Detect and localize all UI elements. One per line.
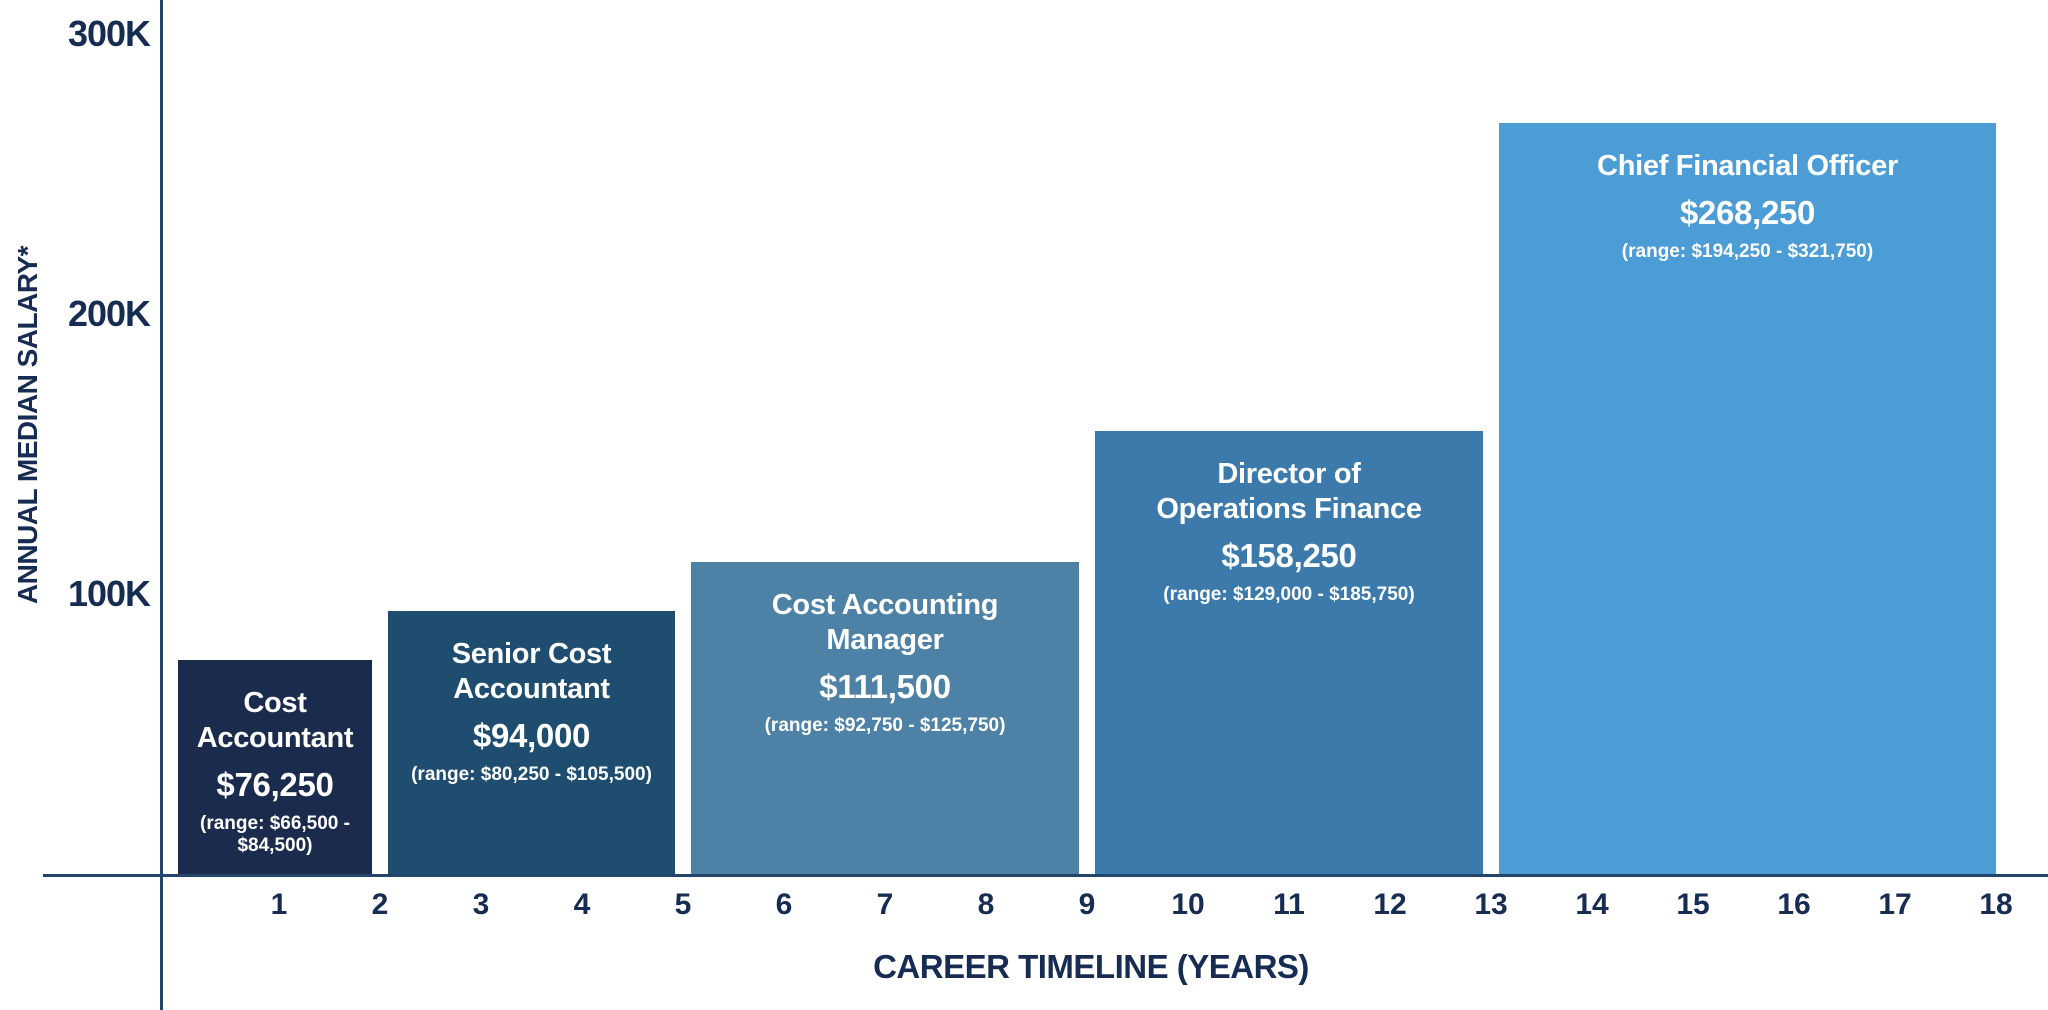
y-tick-label: 200K: [67, 293, 151, 334]
bar-salary-label: $94,000: [472, 716, 591, 754]
x-tick-label: 11: [1273, 888, 1305, 921]
y-axis-line: [160, 0, 163, 1010]
x-tick-label: 7: [876, 888, 894, 921]
bar-range-label: (range: $80,250 - $105,500): [396, 764, 667, 787]
x-tick-label: 1: [270, 888, 288, 921]
y-tick-label: 100K: [67, 573, 151, 614]
bar-cost-accounting-manager: Cost Accounting Manager $111,500 (range: $9…: [691, 562, 1079, 874]
bar-range-label: (range: $66,500 - $84,500): [186, 813, 364, 859]
x-tick-label: 10: [1171, 888, 1205, 921]
bar-role-line: Cost: [243, 687, 307, 719]
bar-range-line: (range: $194,250 - $321,750): [1621, 240, 1874, 262]
bar-role-line: Senior Cost: [451, 638, 612, 670]
x-tick-label: 2: [371, 888, 389, 921]
x-tick-label: 17: [1878, 888, 1912, 921]
bar-salary-label: $111,500: [819, 667, 951, 705]
bar-senior-cost-accountant: Senior Cost Accountant $94,000 (range: $80,…: [388, 611, 675, 874]
x-tick-label: 16: [1777, 888, 1811, 921]
bar-role-line: Accountant: [453, 672, 610, 705]
x-tick-label: 6: [775, 888, 793, 921]
bar-role-line: Director of: [1217, 458, 1361, 490]
bar-role-label: Director of Operations Finance: [1103, 457, 1475, 527]
bar-range-line: (range: $129,000 - $185,750): [1163, 583, 1415, 605]
bar-role-line: Chief Financial Officer: [1597, 150, 1898, 182]
y-tick-label: 300K: [67, 13, 151, 54]
bar-role-label: Senior Cost Accountant: [396, 637, 667, 707]
x-tick-label: 3: [472, 888, 490, 921]
x-tick-label: 13: [1474, 888, 1508, 921]
bar-salary-label: $268,250: [1679, 193, 1816, 231]
bar-role-line: Accountant: [196, 721, 354, 754]
x-tick-label: 5: [674, 888, 692, 921]
bar-role-line: Cost Accounting: [771, 589, 999, 621]
x-tick-label: 8: [977, 888, 995, 921]
bar-range-label: (range: $92,750 - $125,750): [699, 715, 1071, 738]
x-tick-label: 4: [573, 888, 591, 921]
bar-salary-label: $158,250: [1221, 536, 1357, 574]
bar-range-line: (range: $80,250 - $105,500): [411, 763, 652, 785]
x-axis-line: [43, 874, 2048, 877]
bar-role-label: Cost Accounting Manager: [699, 588, 1071, 658]
bar-chief-financial-officer: Chief Financial Officer $268,250 (range: $…: [1499, 123, 1996, 874]
bar-role-line: Manager: [826, 623, 944, 656]
bar-range-line: $84,500): [237, 835, 313, 857]
x-tick-label: 18: [1979, 888, 2013, 921]
bar-role-line: Operations Finance: [1156, 492, 1422, 525]
bar-role-label: Cost Accountant: [186, 686, 364, 756]
x-tick-label: 15: [1676, 888, 1710, 921]
bar-range-line: (range: $92,750 - $125,750): [764, 714, 1006, 736]
x-tick-label: 14: [1575, 888, 1609, 921]
x-axis-title: CAREER TIMELINE (YEARS): [873, 948, 1309, 985]
x-tick-label: 12: [1373, 888, 1407, 921]
bar-director-of-operations-finance: Director of Operations Finance $158,250 (ra…: [1095, 431, 1483, 874]
bar-salary-label: $76,250: [216, 765, 334, 803]
bar-range-label: (range: $129,000 - $185,750): [1103, 584, 1475, 607]
bar-range-label: (range: $194,250 - $321,750): [1507, 241, 1988, 264]
bar-role-label: Chief Financial Officer: [1507, 149, 1988, 184]
x-tick-label: 9: [1078, 888, 1096, 921]
bar-range-line: (range: $66,500 -: [200, 812, 350, 834]
bar-cost-accountant: Cost Accountant $76,250 (range: $66,500 - $8…: [178, 660, 372, 874]
